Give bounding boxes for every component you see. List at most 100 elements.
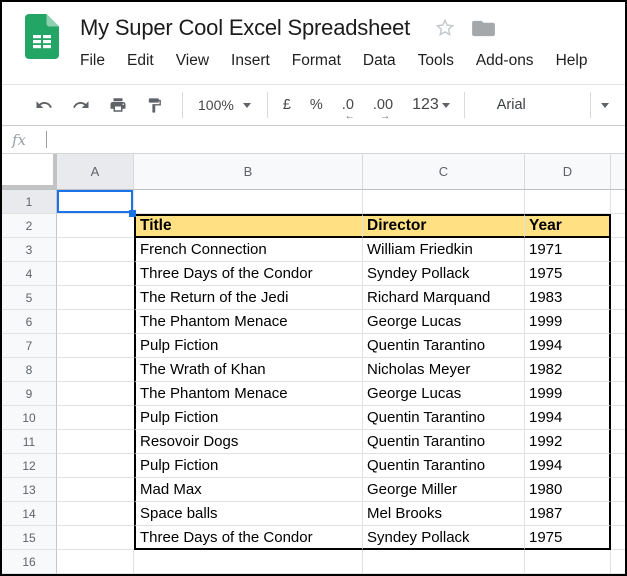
freeze-handle-vertical[interactable] xyxy=(53,154,57,189)
menu-help[interactable]: Help xyxy=(555,52,588,69)
cell-C8[interactable]: Nicholas Meyer xyxy=(363,358,525,382)
cell-A10[interactable] xyxy=(57,406,134,430)
decrease-decimal-button[interactable]: .0 ← xyxy=(342,97,355,122)
cell-D11[interactable]: 1992 xyxy=(525,430,611,454)
col-header-C[interactable]: C xyxy=(363,154,525,189)
cell-E9[interactable] xyxy=(611,382,625,406)
cell-C3[interactable]: William Friedkin xyxy=(363,238,525,262)
cell-D1[interactable] xyxy=(525,190,611,214)
cell-C2[interactable]: Director xyxy=(363,214,525,238)
cell-C13[interactable]: George Miller xyxy=(363,478,525,502)
cell-B9[interactable]: The Phantom Menace xyxy=(134,382,363,406)
cell-B4[interactable]: Three Days of the Condor xyxy=(134,262,363,286)
row-header-15[interactable]: 15 xyxy=(2,526,57,550)
cell-E5[interactable] xyxy=(611,286,625,310)
row-header-5[interactable]: 5 xyxy=(2,286,57,310)
row-header-4[interactable]: 4 xyxy=(2,262,57,286)
row-header-3[interactable]: 3 xyxy=(2,238,57,262)
redo-button[interactable] xyxy=(72,96,90,114)
cell-C11[interactable]: Quentin Tarantino xyxy=(363,430,525,454)
row-header-6[interactable]: 6 xyxy=(2,310,57,334)
cell-D3[interactable]: 1971 xyxy=(525,238,611,262)
document-title[interactable]: My Super Cool Excel Spreadsheet xyxy=(80,15,411,40)
cell-E6[interactable] xyxy=(611,310,625,334)
cell-E3[interactable] xyxy=(611,238,625,262)
row-header-1[interactable]: 1 xyxy=(2,190,57,214)
star-icon[interactable] xyxy=(434,17,456,39)
cell-B11[interactable]: Resovoir Dogs xyxy=(134,430,363,454)
menu-addons[interactable]: Add-ons xyxy=(475,52,534,69)
col-header-D[interactable]: D xyxy=(525,154,611,189)
cell-D14[interactable]: 1987 xyxy=(525,502,611,526)
format-percent-button[interactable]: % xyxy=(309,97,323,113)
print-button[interactable] xyxy=(109,96,127,114)
cell-B14[interactable]: Space balls xyxy=(134,502,363,526)
cell-E10[interactable] xyxy=(611,406,625,430)
move-to-folder-icon[interactable] xyxy=(472,19,495,38)
cell-A3[interactable] xyxy=(57,238,134,262)
cell-D12[interactable]: 1994 xyxy=(525,454,611,478)
cell-E12[interactable] xyxy=(611,454,625,478)
cell-C14[interactable]: Mel Brooks xyxy=(363,502,525,526)
cell-A12[interactable] xyxy=(57,454,134,478)
format-currency-button[interactable]: £ xyxy=(282,97,291,113)
cell-D13[interactable]: 1980 xyxy=(525,478,611,502)
cell-D8[interactable]: 1982 xyxy=(525,358,611,382)
cell-A1-selected[interactable] xyxy=(57,190,136,217)
menu-data[interactable]: Data xyxy=(362,52,396,69)
cell-D7[interactable]: 1994 xyxy=(525,334,611,358)
cell-B2[interactable]: Title xyxy=(134,214,363,238)
row-header-12[interactable]: 12 xyxy=(2,454,57,478)
row-header-13[interactable]: 13 xyxy=(2,478,57,502)
cell-C12[interactable]: Quentin Tarantino xyxy=(363,454,525,478)
cell-A4[interactable] xyxy=(57,262,134,286)
cell-B16[interactable] xyxy=(134,550,363,574)
menu-tools[interactable]: Tools xyxy=(417,52,454,69)
cell-B5[interactable]: The Return of the Jedi xyxy=(134,286,363,310)
cell-D2[interactable]: Year xyxy=(525,214,611,238)
cell-C15[interactable]: Syndey Pollack xyxy=(363,526,525,550)
cell-C10[interactable]: Quentin Tarantino xyxy=(363,406,525,430)
row-header-14[interactable]: 14 xyxy=(2,502,57,526)
increase-decimal-button[interactable]: .00 → xyxy=(373,97,393,122)
cell-A9[interactable] xyxy=(57,382,134,406)
formula-input[interactable] xyxy=(47,126,625,153)
row-header-16[interactable]: 16 xyxy=(2,550,57,574)
cell-A5[interactable] xyxy=(57,286,134,310)
cell-C9[interactable]: George Lucas xyxy=(363,382,525,406)
cell-C4[interactable]: Syndey Pollack xyxy=(363,262,525,286)
cell-A7[interactable] xyxy=(57,334,134,358)
undo-button[interactable] xyxy=(35,96,53,114)
col-header-B[interactable]: B xyxy=(134,154,363,189)
cell-D16[interactable] xyxy=(525,550,611,574)
cell-E4[interactable] xyxy=(611,262,625,286)
cell-E2[interactable] xyxy=(611,214,625,238)
row-header-10[interactable]: 10 xyxy=(2,406,57,430)
cell-B3[interactable]: French Connection xyxy=(134,238,363,262)
cell-B10[interactable]: Pulp Fiction xyxy=(134,406,363,430)
cell-C7[interactable]: Quentin Tarantino xyxy=(363,334,525,358)
cell-B15[interactable]: Three Days of the Condor xyxy=(134,526,363,550)
chevron-down-icon[interactable] xyxy=(601,102,609,108)
zoom-select[interactable]: 100% xyxy=(198,97,251,113)
cell-B7[interactable]: Pulp Fiction xyxy=(134,334,363,358)
cell-A16[interactable] xyxy=(57,550,134,574)
number-format-button[interactable]: 123 xyxy=(412,96,450,114)
cell-D4[interactable]: 1975 xyxy=(525,262,611,286)
row-header-9[interactable]: 9 xyxy=(2,382,57,406)
paint-format-button[interactable] xyxy=(146,96,163,114)
cell-B12[interactable]: Pulp Fiction xyxy=(134,454,363,478)
cell-E1[interactable] xyxy=(611,190,625,214)
row-header-2[interactable]: 2 xyxy=(2,214,57,238)
cell-C5[interactable]: Richard Marquand xyxy=(363,286,525,310)
menu-file[interactable]: File xyxy=(80,52,105,69)
sheets-logo-icon[interactable] xyxy=(25,14,59,84)
col-header-A[interactable]: A xyxy=(57,154,134,189)
selection-fill-handle[interactable] xyxy=(129,210,136,217)
cell-D15[interactable]: 1975 xyxy=(525,526,611,550)
menu-edit[interactable]: Edit xyxy=(126,52,154,69)
cell-E15[interactable] xyxy=(611,526,625,550)
cell-A6[interactable] xyxy=(57,310,134,334)
cell-E11[interactable] xyxy=(611,430,625,454)
menu-format[interactable]: Format xyxy=(291,52,341,69)
